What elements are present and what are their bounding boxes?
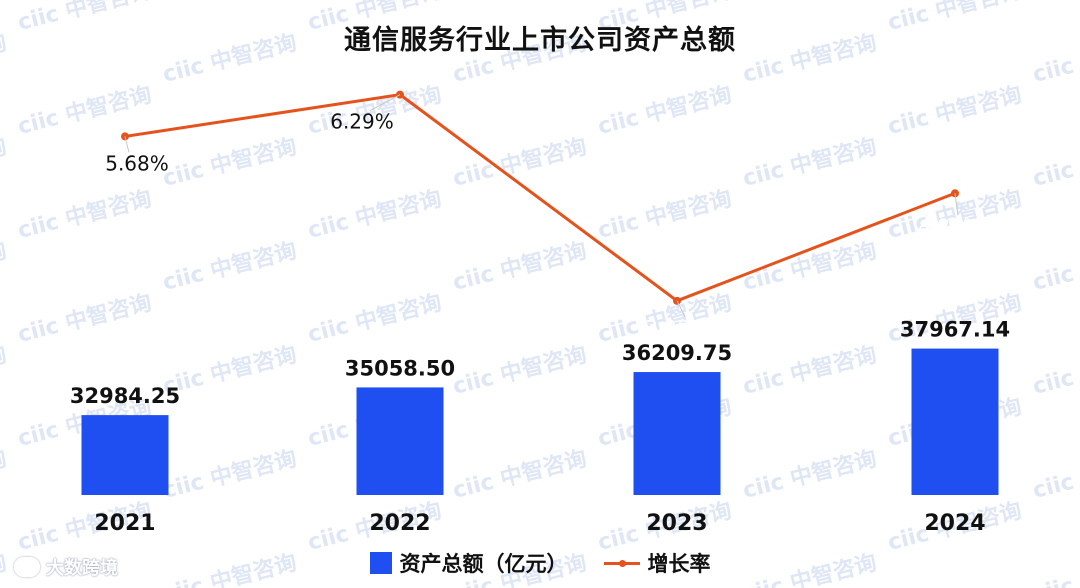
bar-series [81,348,999,495]
watermark-text: ciic 中智咨询 [15,185,154,243]
chart-legend: 资产总额（亿元） 增长率 [0,548,1080,578]
x-tick-label-2023: 2023 [646,511,707,536]
bar-2022[interactable] [356,387,444,495]
x-axis-ticks: 2021 2022 2023 2024 [94,511,985,536]
watermark-text: ciic 中智咨询 [15,289,154,347]
watermark-text: ciic 中智咨询 [0,549,9,588]
x-tick-label-2022: 2022 [369,511,430,536]
watermark-text: ciic 中智咨询 [740,237,879,295]
watermark-text: ciic 中智咨询 [450,445,589,503]
watermark-text: ciic 中智咨询 [0,341,9,399]
watermark-text: ciic 中智咨询 [1030,341,1080,399]
watermark-text: ciic 中智咨询 [15,81,154,139]
watermark-text: ciic 中智咨询 [160,133,299,191]
x-tick-label-2024: 2024 [924,511,985,536]
legend-bar-swatch-icon [369,552,392,574]
growth-rate-label-2023: 3.28% [645,316,709,340]
bar-2024[interactable] [911,348,999,495]
watermark-text: ciic 中智咨询 [450,341,589,399]
legend-item-assets[interactable]: 资产总额（亿元） [369,548,568,578]
watermark-text: ciic 中智咨询 [740,341,879,399]
legend-label-growth: 增长率 [647,552,711,576]
watermark-text: ciic 中智咨询 [740,133,879,191]
bar-value-label-2022: 35058.50 [345,356,455,380]
watermark-text: ciic 中智咨询 [160,445,299,503]
watermark-text: ciic 中智咨询 [595,81,734,139]
watermark-text: ciic 中智咨询 [305,289,444,347]
watermark-text: ciic 中智咨询 [595,185,734,243]
watermark-text: ciic 中智咨询 [0,133,9,191]
watermark-text: ciic 中智咨询 [1030,237,1080,295]
growth-label-leader-2022 [369,94,401,112]
growth-label-leader-2021 [124,136,130,153]
bar-value-label-2023: 36209.75 [622,341,732,365]
growth-rate-label-2024: 4.85% [918,214,982,238]
growth-label-leader-2023 [676,300,686,318]
watermark-text: ciic 中智咨询 [0,237,9,295]
bar-2023[interactable] [633,372,721,495]
bar-value-label-2024: 37967.14 [900,318,1010,342]
watermark-text: ciic 中智咨询 [450,237,589,295]
x-tick-label-2021: 2021 [94,511,155,536]
watermark-text: ciic 中智咨询 [160,237,299,295]
watermark-text: ciic 中智咨询 [0,445,9,503]
growth-label-leader-2024 [954,193,959,216]
data-labels: 32984.25 35058.50 36209.75 37967.14 5.68% 6.2… [70,94,1010,408]
source-watermark: 大数跨境 [14,554,118,580]
chart-title: 通信服务行业上市公司资产总额 [344,25,736,56]
growth-rate-label-2021: 5.68% [105,151,169,175]
watermark-text: ciic 中智咨询 [740,445,879,503]
legend-item-growth[interactable]: 增长率 [603,548,711,578]
growth-rate-line [124,93,956,303]
growth-rate-label-2022: 6.29% [330,110,394,134]
watermark-text: ciic 中智咨询 [1030,133,1080,191]
source-logo-icon [14,557,40,577]
watermark-text: ciic 中智咨询 [160,341,299,399]
watermark-text: ciic 中智咨询 [1030,445,1080,503]
legend-line-swatch-icon [603,559,640,567]
legend-label-assets: 资产总额（亿元） [399,552,568,576]
bar-value-label-2021: 32984.25 [70,384,180,408]
source-watermark-text: 大数跨境 [46,558,118,579]
watermark-text: ciic 中智咨询 [885,81,1024,139]
bar-2021[interactable] [81,415,169,495]
watermark-text: ciic 中智咨询 [305,185,444,243]
